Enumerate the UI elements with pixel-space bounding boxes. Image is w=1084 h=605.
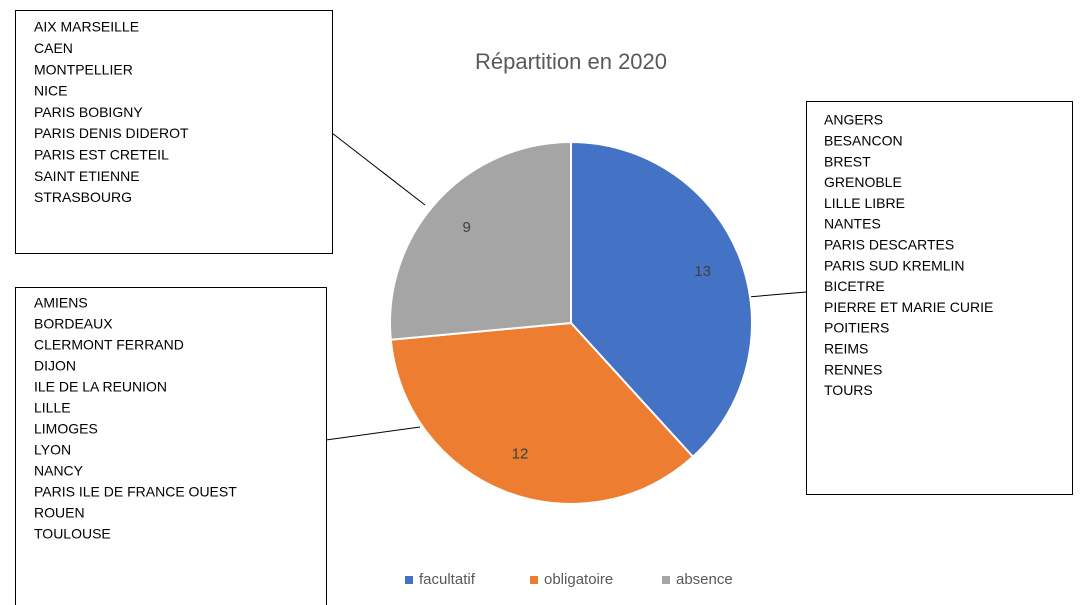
annotation-line: DIJON (34, 358, 76, 374)
annotation-line: PARIS ILE DE FRANCE OUEST (34, 484, 237, 500)
annotation-line: PARIS BOBIGNY (34, 104, 143, 120)
annotation-line: LIMOGES (34, 421, 98, 437)
pie-slice (389, 140, 572, 341)
legend-label: facultatif (419, 571, 476, 588)
legend-label: obligatoire (544, 571, 613, 588)
annotation-line: LILLE LIBRE (824, 195, 905, 211)
annotation-line: BREST (824, 153, 871, 169)
annotation-line: STRASBOURG (34, 189, 132, 205)
annotation-line: AMIENS (34, 295, 88, 311)
annotation-box (15, 10, 333, 254)
legend-swatch (405, 576, 413, 584)
annotation-line: GRENOBLE (824, 174, 902, 190)
annotation-line: CAEN (34, 40, 73, 56)
annotation-line: LILLE (34, 400, 71, 416)
annotation-line: POITIERS (824, 320, 889, 336)
annotation-line: PARIS DESCARTES (824, 237, 954, 253)
annotation-line: LYON (34, 442, 71, 458)
annotation-line: BICETRE (824, 278, 885, 294)
legend-swatch (530, 576, 538, 584)
annotation-line: ROUEN (34, 505, 85, 521)
annotation-line: NANCY (34, 463, 84, 479)
annotation-line: BESANCON (824, 133, 903, 149)
data-label: 13 (694, 263, 711, 280)
leader-line (747, 291, 807, 298)
annotation-line: CLERMONT FERRAND (34, 337, 184, 353)
annotation-line: MONTPELLIER (34, 61, 133, 77)
annotation-line: ANGERS (824, 112, 883, 128)
pie-slice (389, 321, 695, 506)
annotation-line: REIMS (824, 341, 868, 357)
annotation-line: ILE DE LA REUNION (34, 379, 167, 395)
legend-label: absence (676, 571, 733, 588)
annotation-line: PARIS DENIS DIDEROT (34, 125, 189, 141)
annotation-line: TOULOUSE (34, 526, 111, 542)
annotation-box (806, 101, 1073, 495)
annotation-line: PARIS EST CRETEIL (34, 147, 169, 163)
legend-swatch (662, 576, 670, 584)
chart-title: Répartition en 2020 (475, 49, 667, 74)
annotation-line: PIERRE ET MARIE CURIE (824, 299, 993, 315)
pie-slice (570, 140, 753, 459)
annotation-line: PARIS SUD KREMLIN (824, 257, 965, 273)
annotation-line: TOURS (824, 382, 873, 398)
annotation-line: SAINT ETIENNE (34, 168, 140, 184)
annotation-box (15, 287, 327, 605)
annotation-line: AIX MARSEILLE (34, 19, 139, 35)
annotation-line: NICE (34, 83, 67, 99)
annotation-line: NANTES (824, 216, 881, 232)
leader-line (325, 426, 421, 441)
data-label: 9 (462, 219, 470, 236)
annotation-line: BORDEAUX (34, 316, 113, 332)
leader-line (331, 132, 426, 206)
data-label: 12 (512, 446, 529, 463)
annotation-line: RENNES (824, 361, 882, 377)
